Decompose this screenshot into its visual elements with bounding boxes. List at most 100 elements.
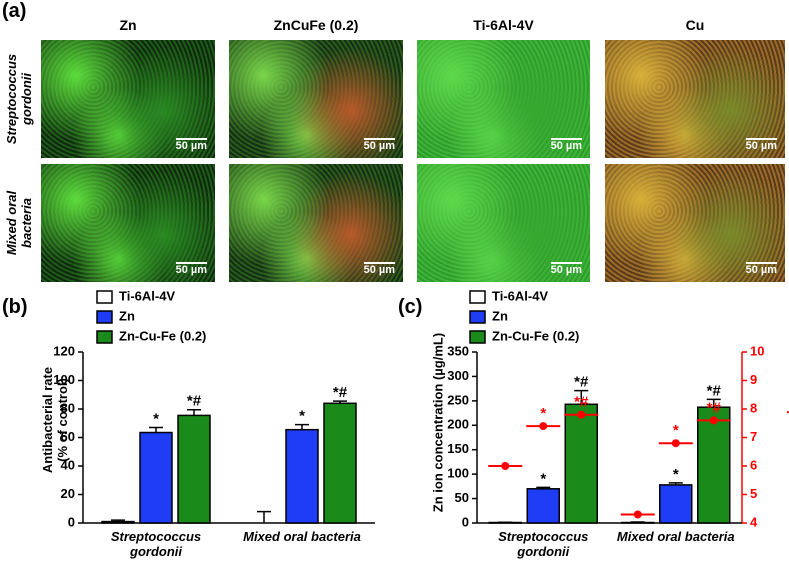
legend-swatch xyxy=(469,310,486,324)
legend-label: Zn xyxy=(119,308,135,323)
ph-point xyxy=(709,416,718,425)
micrograph: 50 µm xyxy=(229,40,403,158)
y-tick-label: 40 xyxy=(61,457,75,472)
legend-label: Zn-Cu-Fe (0.2) xyxy=(492,328,579,343)
micrograph: 50 µm xyxy=(605,164,785,282)
legend-label: Ti-6Al-4V xyxy=(492,288,548,303)
x-tick-label: Mixed oral bacteria xyxy=(243,529,361,544)
y-tick-label: 300 xyxy=(447,368,469,383)
significance: *# xyxy=(707,382,722,399)
scale-bar: 50 µm xyxy=(745,262,777,276)
panel-label: (b) xyxy=(2,296,28,318)
bar xyxy=(564,403,598,524)
error-bar xyxy=(536,486,551,489)
error-bar xyxy=(706,398,721,408)
y-tick-label: 120 xyxy=(53,343,75,358)
x-tick-label: Streptococcus gordonii xyxy=(110,529,202,559)
legend-label: Zn xyxy=(492,308,508,323)
column-label: Zn xyxy=(119,17,137,33)
bar xyxy=(101,520,135,524)
bar xyxy=(697,406,731,524)
y-tick-label: 100 xyxy=(447,466,469,481)
y-tick-label: 0 xyxy=(68,514,75,529)
error-bar xyxy=(187,408,201,416)
legend-label: Ti-6Al-4V xyxy=(119,288,175,303)
micrograph: 50 µm xyxy=(229,164,403,282)
significance: *# xyxy=(333,384,348,401)
y2-tick-label: 10 xyxy=(750,343,764,358)
y-tick-label: 200 xyxy=(447,417,469,432)
y2-tick-label: 8 xyxy=(750,400,757,415)
scale-bar: 50 µm xyxy=(363,138,395,152)
y-axis-label: Zn ion concentration (µg/mL) xyxy=(430,332,446,513)
legend-swatch xyxy=(96,310,113,324)
error-bar xyxy=(295,423,309,430)
y-tick-label: 100 xyxy=(53,372,75,387)
row-label: Streptococcus gordonii xyxy=(4,53,34,145)
ph-point xyxy=(671,439,680,448)
scale-bar: 50 µm xyxy=(175,262,207,276)
panel-label: (a) xyxy=(2,0,27,22)
significance: * xyxy=(673,422,679,439)
scale-bar: 50 µm xyxy=(550,138,582,152)
y2-tick-label: 9 xyxy=(750,372,757,387)
error-bar xyxy=(149,426,163,433)
micrograph: 50 µm xyxy=(417,40,590,158)
legend-swatch xyxy=(96,290,113,304)
ph-point xyxy=(577,410,586,419)
bar xyxy=(659,484,693,524)
scale-bar: 50 µm xyxy=(363,262,395,276)
significance: * xyxy=(673,466,679,483)
y-tick-label: 50 xyxy=(455,490,469,505)
ph-point xyxy=(501,462,510,470)
panel-label: (c) xyxy=(398,296,423,318)
significance: * xyxy=(540,405,546,422)
significance: *# xyxy=(707,399,722,416)
error-bar xyxy=(668,482,683,485)
error-bar xyxy=(333,400,347,404)
y-tick-label: 80 xyxy=(61,400,75,415)
x-tick-label: Streptococcus gordonii xyxy=(498,529,589,559)
y2-tick-label: 4 xyxy=(750,514,758,529)
y-tick-label: 350 xyxy=(447,343,469,358)
y-tick-label: 20 xyxy=(61,486,75,501)
y-tick-label: 60 xyxy=(61,429,75,444)
column-label: ZnCuFe (0.2) xyxy=(273,17,359,33)
significance: * xyxy=(153,410,159,427)
bar xyxy=(139,431,173,524)
y-tick-label: 0 xyxy=(462,514,469,529)
legend-swatch xyxy=(96,330,113,344)
ph-point xyxy=(539,422,548,431)
column-label: Ti-6Al-4V xyxy=(473,17,534,33)
significance: * xyxy=(540,470,546,487)
y2-tick-label: 7 xyxy=(750,429,757,444)
micrograph: 50 µm xyxy=(41,40,215,158)
significance: *# xyxy=(574,394,589,411)
micrograph: 50 µm xyxy=(605,40,785,158)
column-label: Cu xyxy=(685,17,705,33)
legend-swatch xyxy=(469,330,486,344)
bar xyxy=(526,488,560,524)
significance: * xyxy=(299,408,305,425)
legend-label: Zn-Cu-Fe (0.2) xyxy=(119,328,206,343)
ph-point xyxy=(633,510,642,519)
y-tick-label: 150 xyxy=(447,441,469,456)
bar xyxy=(323,402,357,524)
scale-bar: 50 µm xyxy=(745,138,777,152)
micrograph: 50 µm xyxy=(417,164,590,282)
error-bar xyxy=(574,389,589,405)
row-label: Mixed oral bacteria xyxy=(4,190,34,256)
y-axis-label: Antibacterial rate (% of control) xyxy=(40,366,70,474)
significance: *# xyxy=(574,374,589,391)
y2-tick-label: 6 xyxy=(750,457,757,472)
y-tick-label: 250 xyxy=(447,392,469,407)
scale-bar: 50 µm xyxy=(550,262,582,276)
bar xyxy=(177,414,211,524)
micrograph: 50 µm xyxy=(41,164,215,282)
x-tick-label: Mixed oral bacteria xyxy=(616,529,735,544)
bar xyxy=(285,428,319,524)
significance: *# xyxy=(187,393,202,410)
error-bar xyxy=(111,519,125,522)
